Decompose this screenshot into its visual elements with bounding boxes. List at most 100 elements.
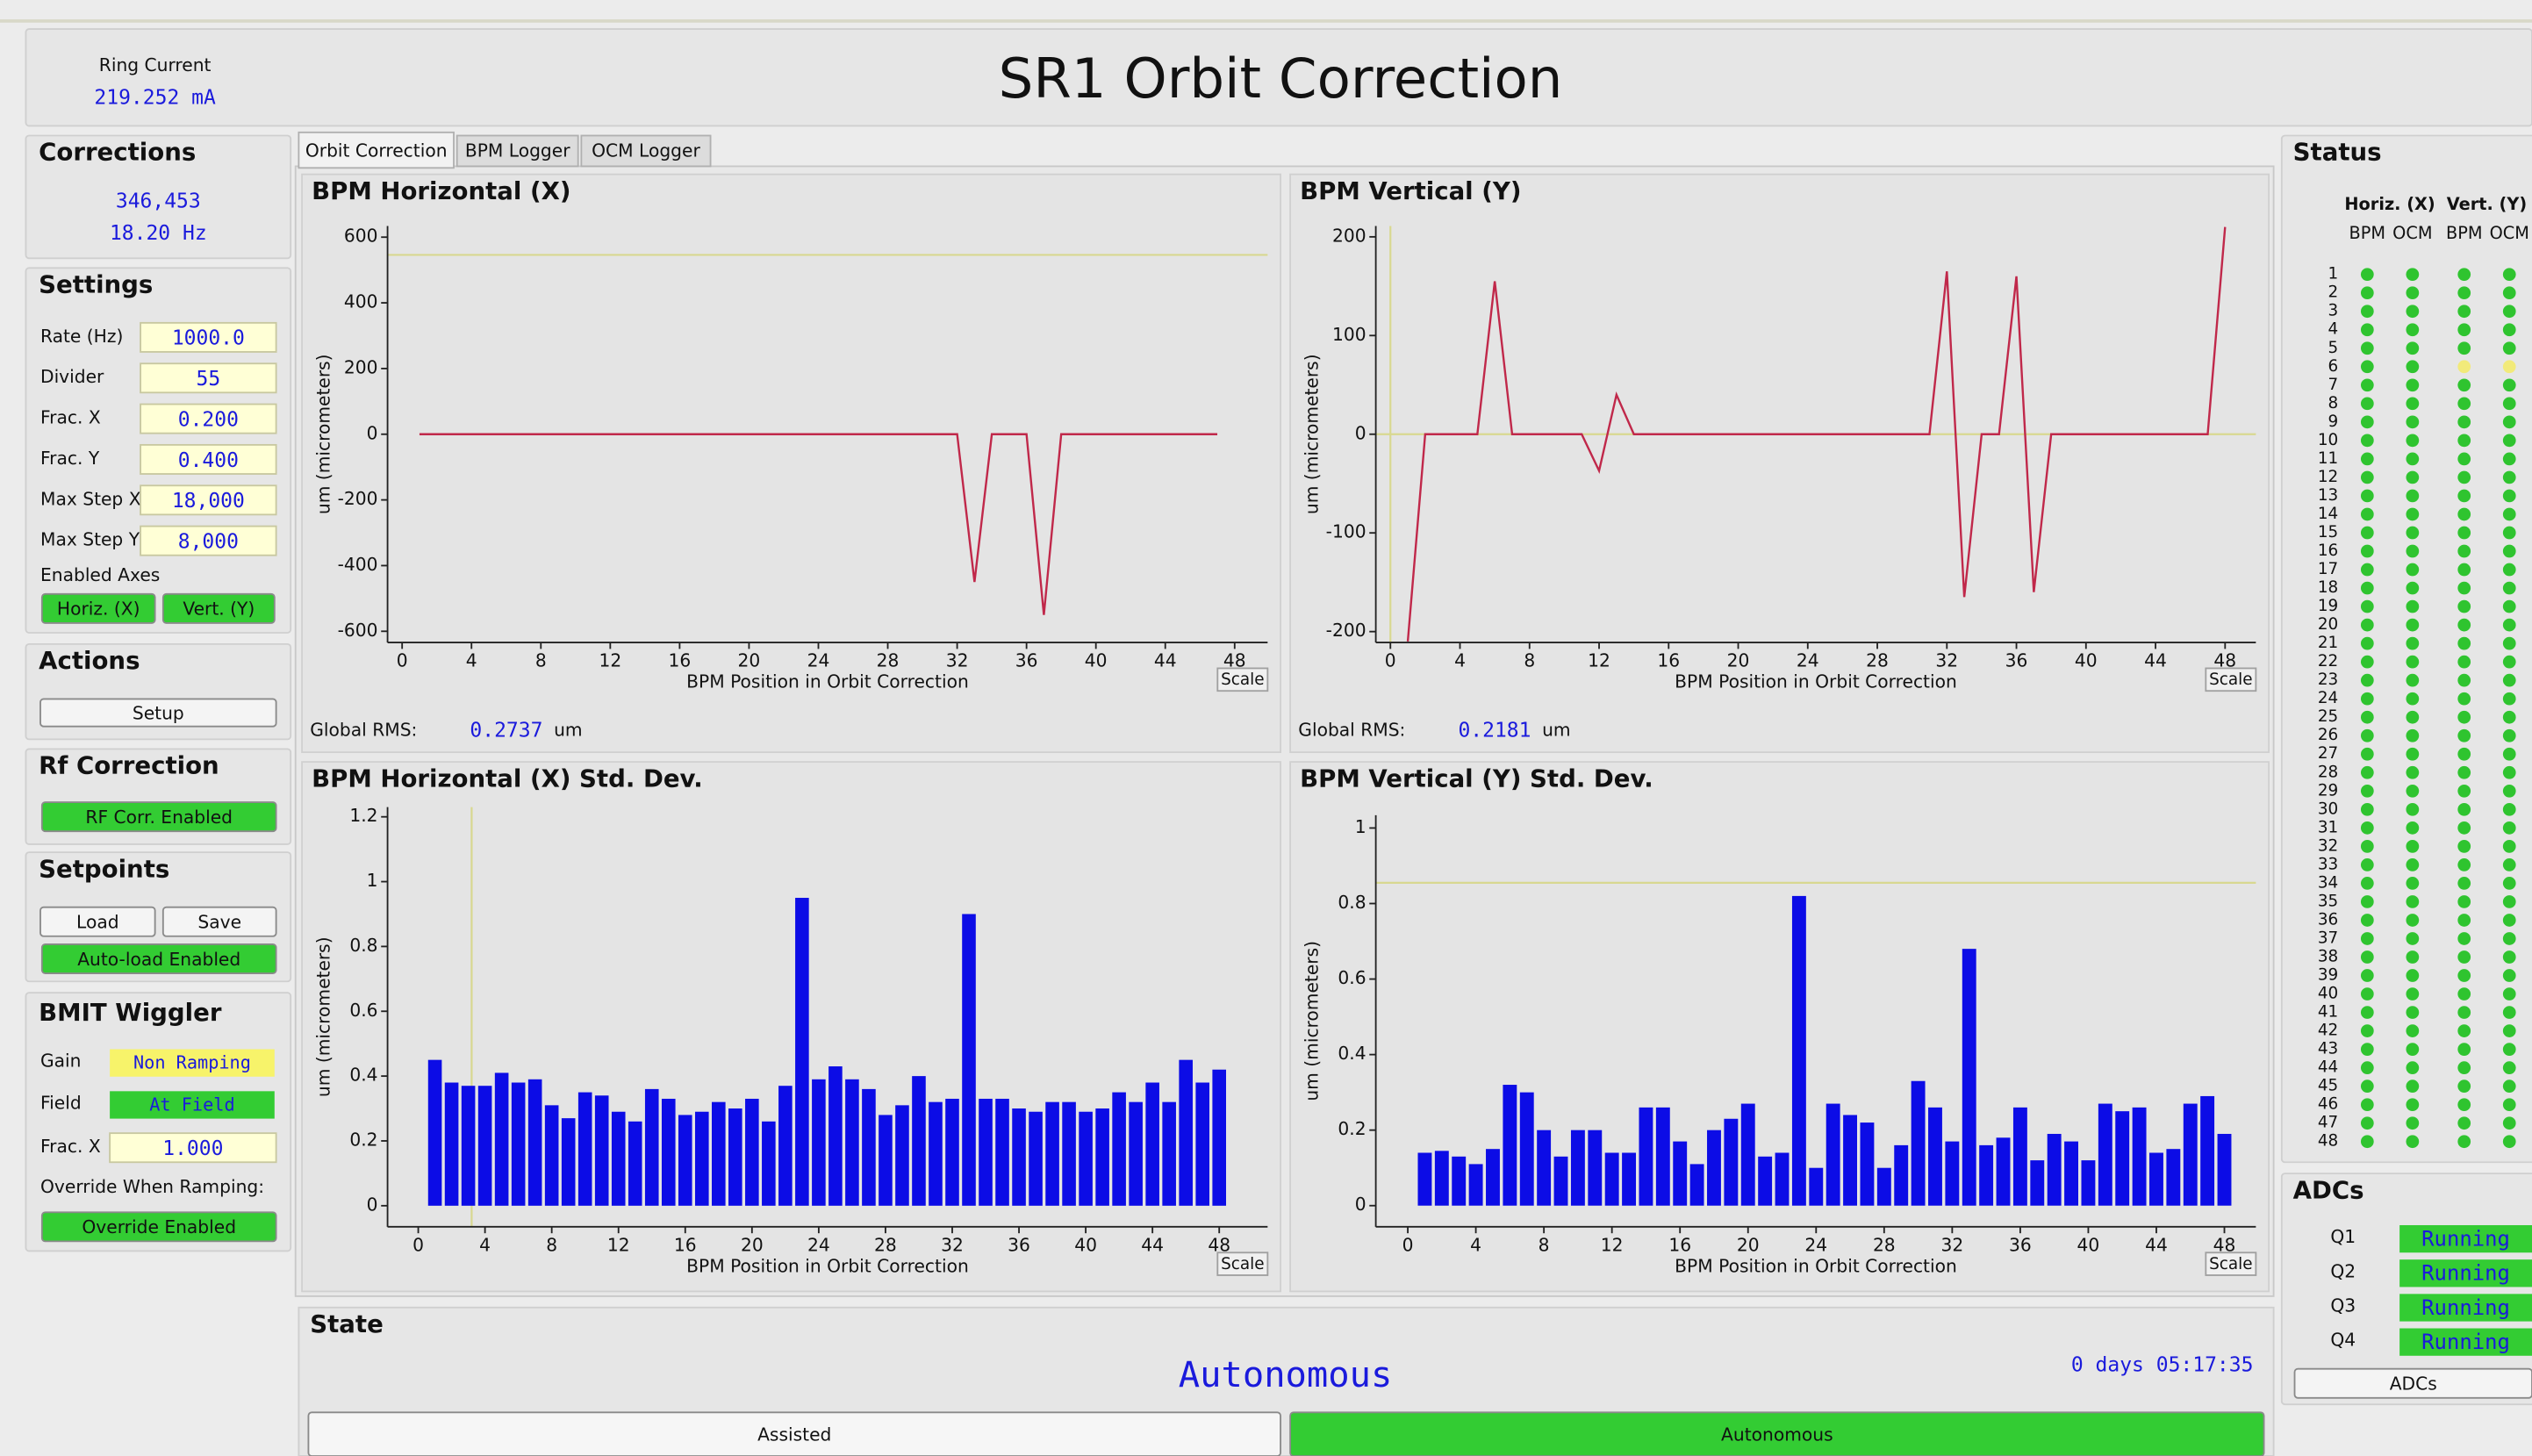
scale-button[interactable]: [1216, 667, 1269, 692]
x-tick-label: 24: [807, 650, 830, 671]
bar: [561, 1118, 576, 1206]
bar: [1519, 1092, 1534, 1206]
adc-state: Running: [2421, 1330, 2510, 1354]
status-led: [2502, 673, 2516, 687]
x-tick-label: 32: [946, 650, 969, 671]
status-led: [2406, 452, 2420, 466]
status-led: [2457, 581, 2471, 595]
y-tick-label: 0.6: [1338, 967, 1366, 988]
bar: [1689, 1164, 1704, 1206]
tab[interactable]: [455, 134, 579, 168]
status-led: [2360, 914, 2374, 927]
row-label: 32: [2318, 836, 2338, 855]
status-led: [2457, 710, 2471, 724]
adcs-button[interactable]: [2293, 1367, 2532, 1399]
bar: [1570, 1130, 1585, 1206]
adc-label: Q1: [2330, 1226, 2356, 1247]
status-led: [2502, 987, 2516, 1001]
x-tick-label: 24: [807, 1234, 830, 1255]
adc-state: Running: [2421, 1295, 2510, 1320]
status-led: [2360, 563, 2374, 577]
bar: [527, 1079, 542, 1206]
x-tick-label: 4: [479, 1234, 491, 1255]
scale-button[interactable]: [2205, 667, 2257, 692]
bar: [661, 1098, 676, 1206]
row-label: 14: [2318, 505, 2338, 523]
override-button[interactable]: [40, 1211, 277, 1243]
setting-label: Frac. X: [40, 407, 101, 428]
rms-label: Global RMS:: [310, 720, 417, 741]
x-axis-label: BPM Position in Orbit Correction: [686, 671, 969, 692]
status-led: [2457, 452, 2471, 466]
bar: [778, 1086, 793, 1206]
status-led: [2502, 914, 2516, 927]
mode-button[interactable]: [307, 1411, 1281, 1456]
status-led: [2457, 1135, 2471, 1149]
status-led: [2502, 932, 2516, 945]
x-tick-label: 28: [877, 650, 900, 671]
status-led: [2360, 673, 2374, 687]
panel-title: Rf Correction: [39, 751, 219, 780]
status-led: [2360, 1024, 2374, 1037]
row-label: 2: [2328, 283, 2339, 302]
x-tick-label: 48: [2213, 650, 2236, 671]
row-label: 44: [2318, 1058, 2338, 1077]
status-led: [2360, 802, 2374, 816]
mode-button[interactable]: [1289, 1411, 2265, 1456]
field-value: At Field: [149, 1094, 234, 1115]
rms-unit: um: [1542, 720, 1571, 741]
status-led: [2406, 415, 2420, 429]
save-button[interactable]: [161, 906, 277, 937]
enabled-axes-label: Enabled Axes: [40, 564, 160, 585]
status-led: [2406, 969, 2420, 982]
status-led: [2406, 434, 2420, 448]
load-button[interactable]: [39, 906, 156, 937]
status-led: [2360, 268, 2374, 282]
status-led: [2406, 1061, 2420, 1074]
status-led: [2360, 452, 2374, 466]
status-led: [2457, 1079, 2471, 1094]
status-led: [2502, 286, 2516, 300]
status-led: [2502, 397, 2516, 411]
setting-label: Max Step X: [40, 488, 141, 509]
panel-title: Setpoints: [39, 854, 169, 883]
setup-button[interactable]: [39, 698, 277, 728]
bar: [1740, 1103, 1755, 1206]
x-tick-label: 0: [1402, 1234, 1414, 1255]
bar: [1588, 1130, 1603, 1206]
status-led: [2360, 932, 2374, 945]
x-tick-label: 20: [741, 1234, 764, 1255]
status-led: [2406, 840, 2420, 853]
scale-button[interactable]: [1216, 1252, 1269, 1276]
status-led: [2360, 636, 2374, 650]
setting-input-value: 55: [197, 368, 221, 391]
status-led: [2457, 914, 2471, 927]
status-led: [2360, 581, 2374, 595]
x-tick-label: 44: [1154, 650, 1177, 671]
rf-button[interactable]: [40, 801, 277, 833]
x-tick-label: 28: [874, 1234, 897, 1255]
status-led: [2502, 1006, 2516, 1019]
status-led: [2406, 489, 2420, 503]
scale-button-label: Scale: [1221, 671, 1264, 689]
bar: [1860, 1122, 1875, 1206]
status-led: [2360, 286, 2374, 300]
mode-button-label: Autonomous: [1721, 1424, 1833, 1445]
scale-button[interactable]: [2205, 1252, 2257, 1276]
row-label: 34: [2318, 873, 2338, 892]
uptime: 0 days 05:17:35: [2071, 1354, 2254, 1377]
tab[interactable]: [298, 131, 455, 169]
axis-toggle[interactable]: [161, 592, 276, 624]
axis-toggle[interactable]: [40, 592, 156, 624]
status-led: [2360, 378, 2374, 392]
tab[interactable]: [580, 134, 712, 168]
status-led: [2457, 378, 2471, 392]
status-led: [2360, 987, 2374, 1001]
row-label: 15: [2318, 523, 2338, 542]
setting-input: [140, 525, 277, 556]
adc-label: Q2: [2330, 1260, 2356, 1281]
x-tick-label: 44: [2145, 1234, 2168, 1255]
status-led: [2502, 526, 2516, 540]
autoload-button[interactable]: [40, 943, 277, 974]
bar: [828, 1066, 843, 1206]
